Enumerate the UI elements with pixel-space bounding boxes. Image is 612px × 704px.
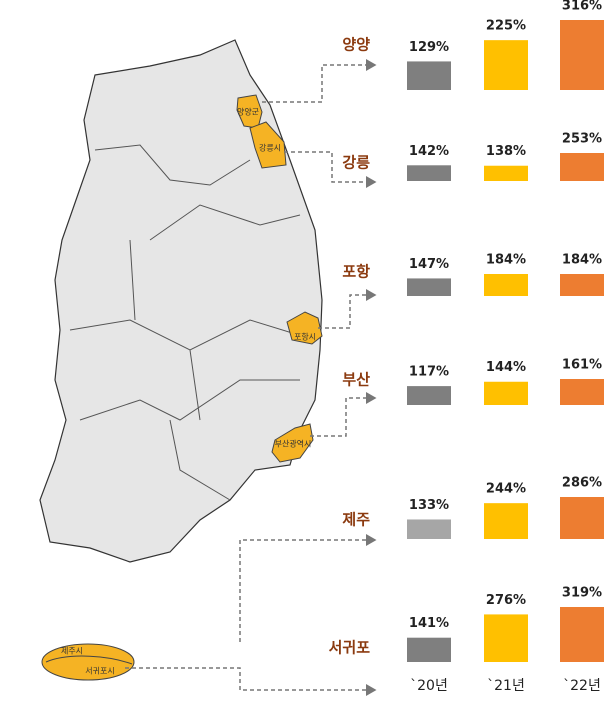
bar: [560, 274, 604, 296]
bar: [484, 614, 528, 662]
value-label: 142%: [409, 144, 449, 159]
value-label: 184%: [562, 253, 602, 268]
bar: [560, 607, 604, 662]
value-label: 161%: [562, 358, 602, 373]
region-title: 포항: [342, 263, 370, 281]
value-label: 133%: [409, 498, 449, 513]
x-tick-label: `21년: [487, 678, 525, 694]
map-label: 포항시: [294, 333, 316, 342]
value-label: 286%: [562, 476, 602, 491]
value-label: 129%: [409, 40, 449, 55]
region-title: 양양: [342, 36, 370, 54]
value-label: 225%: [486, 19, 526, 34]
value-label: 316%: [562, 0, 602, 14]
value-label: 138%: [486, 144, 526, 159]
bar: [407, 519, 451, 539]
value-label: 117%: [409, 365, 449, 380]
bar: [560, 497, 604, 539]
bar: [484, 274, 528, 296]
bar: [484, 381, 528, 405]
value-label: 144%: [486, 360, 526, 375]
region-title: 서귀포: [329, 639, 371, 657]
value-label: 253%: [562, 132, 602, 147]
value-label: 276%: [486, 593, 526, 608]
map-label: 부산광역시: [275, 439, 312, 449]
region-title: 강릉: [342, 154, 370, 172]
bar: [407, 61, 451, 90]
bar: [407, 165, 451, 181]
bar: [484, 40, 528, 90]
region-title: 부산: [342, 371, 370, 389]
value-label: 244%: [486, 482, 526, 497]
value-label: 184%: [486, 253, 526, 268]
map-label: 양양군: [237, 108, 259, 117]
map: [39, 39, 377, 696]
bar: [407, 637, 451, 662]
bar: [407, 278, 451, 296]
bar: [484, 503, 528, 539]
region-title: 제주: [342, 511, 370, 529]
bar: [560, 153, 604, 181]
value-label: 319%: [562, 586, 602, 601]
x-tick-label: `22년: [563, 678, 601, 694]
bar: [560, 379, 604, 405]
x-tick-label: `20년: [410, 678, 448, 694]
value-label: 147%: [409, 257, 449, 272]
bar: [560, 20, 604, 90]
value-label: 141%: [409, 616, 449, 631]
map-label: 강릉시: [259, 143, 281, 153]
bar: [407, 386, 451, 405]
map-label: 제주시: [61, 647, 83, 656]
map-label: 서귀포시: [85, 666, 114, 676]
bar: [484, 165, 528, 181]
